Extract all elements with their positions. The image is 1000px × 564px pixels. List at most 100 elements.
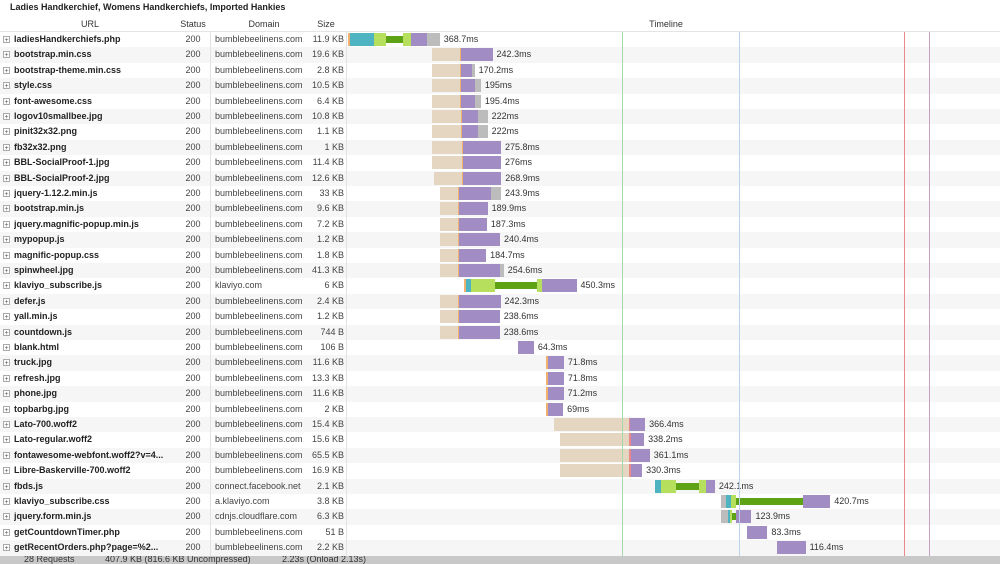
request-url[interactable]: phone.jpg xyxy=(14,388,57,399)
timing-bar-ssl[interactable] xyxy=(730,495,736,508)
request-url[interactable]: refresh.jpg xyxy=(14,372,61,383)
timing-bar-wait[interactable] xyxy=(440,294,458,308)
column-header-timeline[interactable]: Timeline xyxy=(649,19,683,29)
timing-bar-receive[interactable] xyxy=(460,63,472,77)
request-url[interactable]: countdown.js xyxy=(14,326,72,337)
timing-bar-dns[interactable] xyxy=(464,279,466,293)
expand-icon[interactable]: + xyxy=(3,205,10,214)
timing-bar-receive[interactable] xyxy=(735,510,752,524)
timing-bar-wait[interactable] xyxy=(432,79,460,93)
expand-icon[interactable]: + xyxy=(3,143,10,152)
timing-bar-wait[interactable] xyxy=(440,187,458,200)
timing-bar-receive[interactable] xyxy=(547,387,564,401)
request-url[interactable]: truck.jpg xyxy=(14,357,53,368)
request-url[interactable]: ladiesHandkerchiefs.php xyxy=(14,34,121,44)
expand-icon[interactable]: + xyxy=(3,128,10,137)
expand-icon[interactable]: + xyxy=(3,528,10,537)
timing-bar-wait[interactable] xyxy=(559,448,630,462)
timing-bar-dns[interactable] xyxy=(457,248,459,262)
expand-icon[interactable]: + xyxy=(3,174,10,183)
request-url[interactable]: pinit32x32.png xyxy=(14,126,78,137)
request-url[interactable]: defer.js xyxy=(14,295,46,306)
expand-icon[interactable]: + xyxy=(3,544,10,553)
timing-bar-dns[interactable] xyxy=(545,356,548,370)
timing-bar-dns[interactable] xyxy=(457,310,459,324)
timing-bar-dns[interactable] xyxy=(461,156,463,170)
timing-bar-receive[interactable] xyxy=(458,233,500,247)
expand-icon[interactable]: + xyxy=(3,421,10,429)
request-row[interactable]: + bootstrap.min.js 200 bumblebeelinens.com 9… xyxy=(0,201,1000,217)
expand-icon[interactable]: + xyxy=(3,282,10,291)
request-row[interactable]: + fontawesome-webfont.woff2?v=4... 200 bumb… xyxy=(0,447,1000,464)
timing-bar-blocked[interactable] xyxy=(471,63,475,77)
timing-bar-wait[interactable] xyxy=(553,418,629,431)
request-url[interactable]: getRecentOrders.php?page=%2... xyxy=(14,542,159,553)
timing-bar-blocked[interactable] xyxy=(474,79,481,93)
request-url[interactable]: BBL-SocialProof-1.jpg xyxy=(14,157,110,168)
request-url[interactable]: magnific-popup.css xyxy=(14,249,100,260)
timing-bar-receive[interactable] xyxy=(410,33,427,46)
timing-bar-receive[interactable] xyxy=(630,433,645,447)
request-row[interactable]: + Lato-regular.woff2 200 bumblebeelinens.co… xyxy=(0,432,1000,448)
request-row[interactable]: + topbarbg.jpg 200 bumblebeelinens.com 2 KB 6… xyxy=(0,401,1000,417)
expand-icon[interactable]: + xyxy=(3,374,10,383)
expand-icon[interactable]: + xyxy=(3,390,10,399)
timing-bar-receive[interactable] xyxy=(460,48,493,62)
timing-bar-wait[interactable] xyxy=(432,140,462,154)
timing-bar-wait[interactable] xyxy=(440,310,458,324)
request-url[interactable]: Lato-regular.woff2 xyxy=(14,434,93,445)
expand-icon[interactable]: + xyxy=(3,344,10,352)
expand-icon[interactable]: + xyxy=(3,66,10,75)
request-row[interactable]: + pinit32x32.png 200 bumblebeelinens.com 1.1… xyxy=(0,124,1000,140)
timing-bar-receive[interactable] xyxy=(458,217,487,231)
timing-bar-receive[interactable] xyxy=(547,371,564,385)
timing-bar-dns[interactable] xyxy=(460,125,462,139)
timing-bar-wait[interactable] xyxy=(559,464,630,478)
expand-icon[interactable]: + xyxy=(3,482,10,491)
expand-icon[interactable]: + xyxy=(3,436,10,445)
timing-bar-dns[interactable] xyxy=(460,110,462,123)
request-row[interactable]: + ladiesHandkerchiefs.php 200 bumblebeeline… xyxy=(0,32,1000,48)
expand-icon[interactable]: + xyxy=(3,159,10,168)
request-row[interactable]: + Libre-Baskerville-700.woff2 200 bumblebee… xyxy=(0,463,1000,479)
request-row[interactable]: + klaviyo_subscribe.css 200 a.klaviyo.com 3.… xyxy=(0,494,1000,510)
timing-bar-wait[interactable] xyxy=(432,156,462,170)
request-url[interactable]: klaviyo_subscribe.js xyxy=(14,280,103,291)
timing-bar-receive[interactable] xyxy=(706,479,715,493)
timing-bar-load[interactable] xyxy=(629,433,631,447)
request-row[interactable]: + yall.min.js 200 bumblebeelinens.com 1.2 KB… xyxy=(0,309,1000,325)
timing-bar-dns[interactable] xyxy=(545,387,548,401)
request-row[interactable]: + klaviyo_subscribe.js 200 klaviyo.com 6 KB 4… xyxy=(0,278,1000,294)
request-row[interactable]: + defer.js 200 bumblebeelinens.com 2.4 KB 242… xyxy=(0,293,1000,310)
request-row[interactable]: + spinwheel.jpg 200 bumblebeelinens.com 41.3… xyxy=(0,263,1000,279)
request-row[interactable]: + jquery.form.min.js 200 cdnjs.cloudflare.c… xyxy=(0,509,1000,525)
timing-bar-dns[interactable] xyxy=(457,325,459,339)
timing-bar-ssl[interactable] xyxy=(470,279,495,293)
timing-bar-wait[interactable] xyxy=(434,171,463,185)
timing-bar-wait[interactable] xyxy=(440,233,458,247)
expand-icon[interactable]: + xyxy=(3,220,10,229)
timing-bar-dns[interactable] xyxy=(462,171,464,185)
timing-bar-dns[interactable] xyxy=(457,233,459,247)
timing-bar-ssl[interactable] xyxy=(374,33,386,46)
timing-bar-ssl[interactable] xyxy=(660,479,677,493)
timing-bar-connect[interactable] xyxy=(654,479,661,493)
column-header-size[interactable]: Size xyxy=(317,19,335,29)
timing-bar-connect[interactable] xyxy=(465,279,471,293)
timing-bar-ssl[interactable] xyxy=(403,33,411,46)
timing-bar-dns[interactable] xyxy=(459,94,461,108)
column-header-url[interactable]: URL xyxy=(80,19,99,29)
timing-bar-wait[interactable] xyxy=(559,433,630,447)
request-url[interactable]: Lato-700.woff2 xyxy=(14,419,78,429)
column-header-status[interactable]: Status xyxy=(180,19,206,29)
request-url[interactable]: font-awesome.css xyxy=(14,95,93,106)
timing-bar-wait[interactable] xyxy=(440,217,458,231)
request-row[interactable]: + jquery.magnific-popup.min.js 200 bumblebe… xyxy=(0,216,1000,233)
request-url[interactable]: fb32x32.png xyxy=(14,141,67,152)
timing-bar-receive[interactable] xyxy=(630,464,643,478)
timing-bar-receive[interactable] xyxy=(746,525,768,539)
request-url[interactable]: logov10smallbee.jpg xyxy=(14,111,103,121)
request-row[interactable]: + bootstrap-theme.min.css 200 bumblebeeline… xyxy=(0,62,1000,79)
request-row[interactable]: + magnific-popup.css 200 bumblebeelinens.co… xyxy=(0,247,1000,263)
timing-bar-wait[interactable] xyxy=(440,325,458,339)
